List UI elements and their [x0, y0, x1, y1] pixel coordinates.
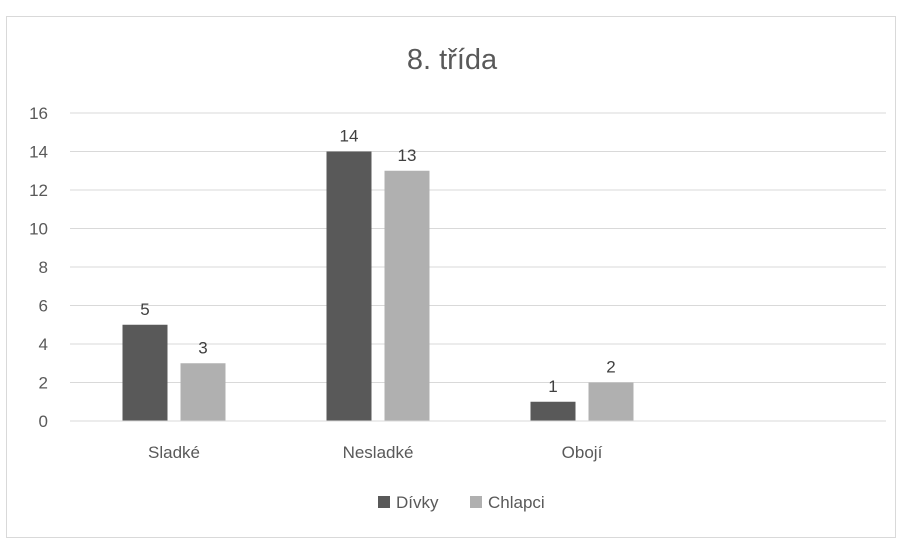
data-label: 5: [140, 300, 149, 319]
data-label: 14: [340, 127, 359, 146]
y-tick-label: 2: [39, 374, 48, 393]
y-tick-label: 0: [39, 412, 48, 431]
y-tick-label: 6: [39, 297, 48, 316]
category-label: Obojí: [562, 443, 603, 462]
y-tick-label: 12: [29, 181, 48, 200]
data-label: 13: [398, 146, 417, 165]
bar-chlapci: [588, 382, 634, 421]
y-tick-label: 8: [39, 258, 48, 277]
bar-chlapci: [180, 363, 226, 421]
legend: Dívky Chlapci: [378, 493, 545, 512]
bar-divky: [530, 401, 576, 421]
legend-label: Dívky: [396, 493, 439, 512]
legend-swatch: [378, 496, 390, 508]
x-axis: Sladké Nesladké Obojí: [70, 420, 886, 462]
data-label: 1: [548, 377, 557, 396]
bar-chlapci: [384, 170, 430, 421]
category-label: Sladké: [148, 443, 200, 462]
y-tick-label: 14: [29, 143, 48, 162]
bar-divky: [326, 151, 372, 421]
data-label: 3: [198, 338, 207, 357]
bar-divky: [122, 324, 168, 421]
y-tick-label: 16: [29, 104, 48, 123]
legend-swatch: [470, 496, 482, 508]
y-tick-label: 4: [39, 335, 48, 354]
y-tick-label: 10: [29, 220, 48, 239]
bars: [122, 151, 634, 421]
chart-title: 8. třída: [407, 44, 498, 76]
category-label: Nesladké: [343, 443, 414, 462]
legend-label: Chlapci: [488, 493, 545, 512]
data-label: 2: [606, 358, 615, 377]
chart-frame: [6, 16, 896, 538]
y-axis: 0 2 4 6 8 10 12 14 16: [29, 104, 48, 431]
